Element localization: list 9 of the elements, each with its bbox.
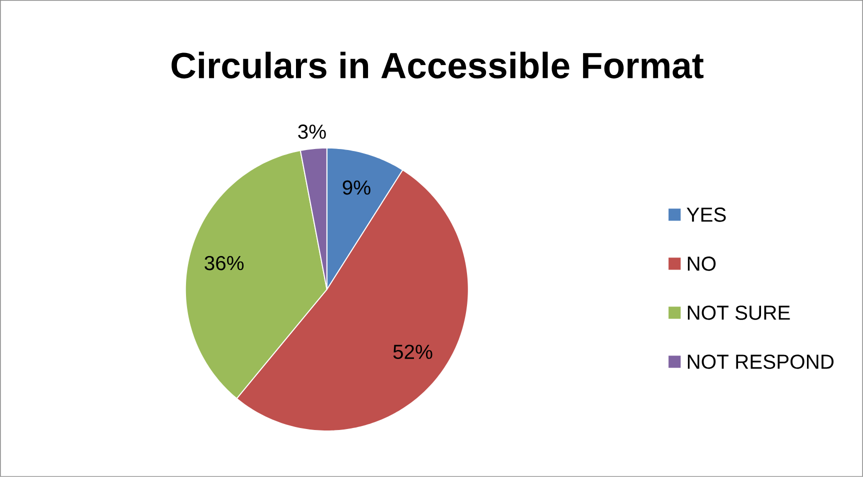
- chart-title: Circulars in Accessible Format: [172, 52, 704, 79]
- data-label: 52%: [393, 344, 432, 360]
- legend-label: NOT SURE: [688, 306, 790, 320]
- legend-label: YES: [686, 208, 726, 222]
- data-label: 3%: [298, 124, 326, 139]
- legend-label: NO: [688, 256, 716, 271]
- data-label: 36%: [204, 256, 244, 270]
- data-label: 9%: [342, 180, 370, 195]
- legend-label: NOT RESPOND: [688, 354, 834, 369]
